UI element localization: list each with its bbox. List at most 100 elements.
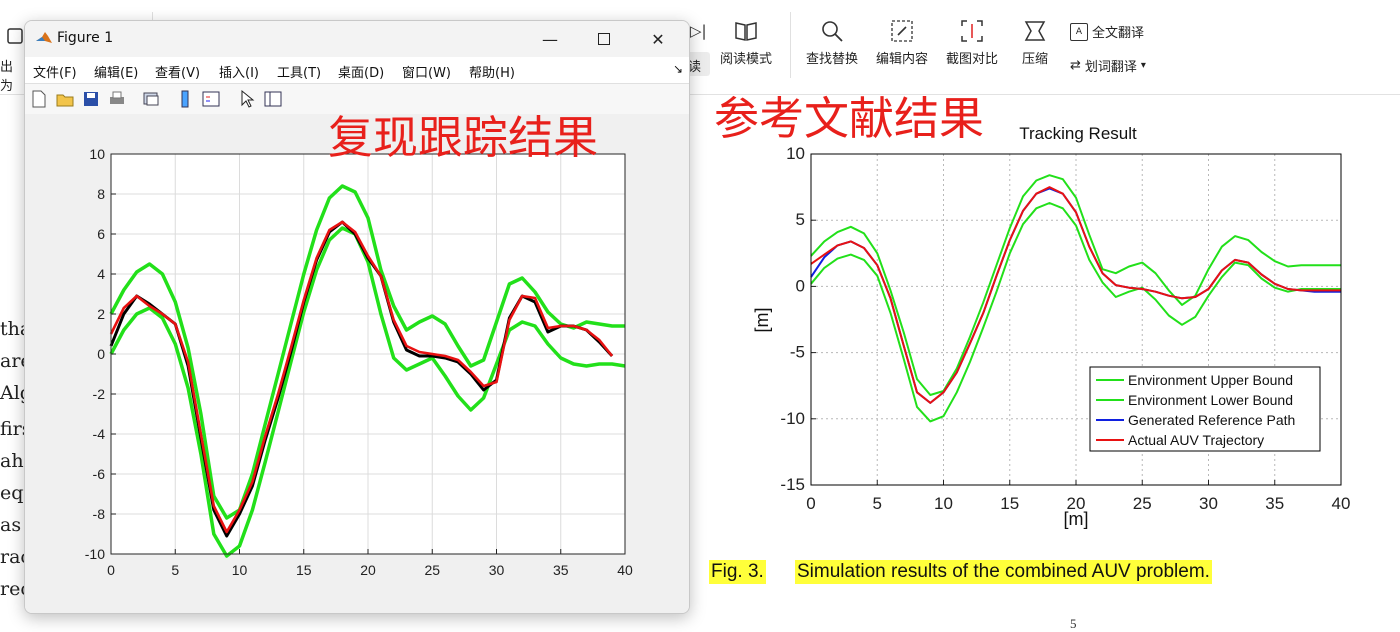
x-tick-label: 20 xyxy=(360,562,376,578)
figure-caption-text: Simulation results of the combined AUV p… xyxy=(795,560,1212,584)
full-translate-button[interactable]: A 全文翻译 xyxy=(1070,22,1144,41)
y-tick-label: -2 xyxy=(93,386,106,402)
menu-desktop[interactable]: 桌面(D) xyxy=(338,66,385,81)
figure-menubar: 文件(F) 编辑(E) 查看(V) 插入(I) 工具(T) 桌面(D) 窗口(W… xyxy=(25,57,689,83)
search-icon xyxy=(822,21,843,42)
edit-icon xyxy=(891,20,913,42)
series-line-1 xyxy=(109,226,626,558)
property-editor-icon[interactable] xyxy=(263,89,283,109)
y-tick-label: -8 xyxy=(93,506,106,522)
word-translate-icon: ⇄ xyxy=(1070,58,1081,73)
page-number: 5 xyxy=(1070,616,1077,631)
menu-edit[interactable]: 编辑(E) xyxy=(94,66,139,81)
find-replace-label: 查找替换 xyxy=(805,52,858,67)
doc-line: Alg xyxy=(0,382,32,404)
save-icon[interactable] xyxy=(81,89,101,109)
figure-caption-label: Fig. 3. xyxy=(709,560,766,584)
next-page-icon[interactable]: ▷| xyxy=(690,22,707,40)
ribbon-separator xyxy=(790,12,791,78)
y-tick-label: 10 xyxy=(786,144,805,163)
maximize-button[interactable] xyxy=(581,25,627,53)
compress-icon xyxy=(1024,21,1046,41)
screenshot-compare-button[interactable]: 截图对比 xyxy=(942,18,1002,67)
y-tick-label: 2 xyxy=(97,306,105,322)
doc-line: are xyxy=(0,350,32,372)
x-tick-label: 5 xyxy=(171,562,179,578)
menu-file[interactable]: 文件(F) xyxy=(33,66,77,81)
translate-icon: A xyxy=(1070,22,1088,41)
y-tick-label: -15 xyxy=(780,475,805,494)
word-translate-button[interactable]: ⇄ 划词翻译 ▾ xyxy=(1070,56,1146,75)
open-file-icon[interactable] xyxy=(55,89,75,109)
legend-entry: Environment Upper Bound xyxy=(1128,372,1293,388)
doc-line: rac xyxy=(0,546,32,568)
menu-window[interactable]: 窗口(W) xyxy=(402,66,451,81)
doc-line: rec xyxy=(0,578,31,600)
x-tick-label: 15 xyxy=(296,562,312,578)
reference-result-label: 参考文献结果 xyxy=(714,92,985,145)
full-translate-label: 全文翻译 xyxy=(1092,26,1145,41)
y-tick-label: -10 xyxy=(780,409,805,428)
figure-toolbar xyxy=(25,83,689,115)
menu-insert[interactable]: 插入(I) xyxy=(219,66,259,81)
menu-view[interactable]: 查看(V) xyxy=(155,66,201,81)
y-tick-label: 6 xyxy=(97,226,105,242)
left-ribbon-label: 出为 xyxy=(0,60,14,94)
figure-window[interactable]: Figure 1 — ✕ 文件(F) 编辑(E) 查看(V) 插入(I) 工具(… xyxy=(24,20,690,614)
chart-legend: Environment Upper Bound Environment Lowe… xyxy=(1089,366,1321,452)
x-tick-label: 25 xyxy=(424,562,440,578)
x-tick-label: 0 xyxy=(107,562,115,578)
window-title: Figure 1 xyxy=(57,30,114,46)
legend-entry: Generated Reference Path xyxy=(1128,412,1295,428)
y-tick-label: 8 xyxy=(97,186,105,202)
figure-plot-area: 0 5 10 15 20 25 30 35 40 -10 -8 -6 -4 -2 0 2 4 6 8 10 xyxy=(25,114,689,613)
menu-tools[interactable]: 工具(T) xyxy=(277,66,322,81)
edit-content-button[interactable]: 编辑内容 xyxy=(872,18,932,67)
menu-help[interactable]: 帮助(H) xyxy=(469,66,515,81)
compress-button[interactable]: 压缩 xyxy=(1012,18,1058,67)
link-plot-icon[interactable] xyxy=(141,89,161,109)
legend-icon[interactable] xyxy=(201,89,221,109)
y-axis-label: [m] xyxy=(752,308,772,333)
screenshot-compare-icon xyxy=(961,20,983,42)
chart-title: Tracking Result xyxy=(1019,124,1137,143)
find-replace-button[interactable]: 查找替换 xyxy=(802,18,862,67)
legend-entry: Actual AUV Trajectory xyxy=(1128,432,1264,448)
undock-icon[interactable]: ↘ xyxy=(673,62,684,76)
y-tick-label: 0 xyxy=(796,276,805,295)
y-tick-label: 5 xyxy=(796,210,805,229)
x-axis-label: [m] xyxy=(1064,509,1089,529)
pointer-icon[interactable] xyxy=(237,89,257,109)
minimize-icon: — xyxy=(542,29,558,49)
series-line-1 xyxy=(810,202,1341,423)
reproduced-result-label: 复现跟踪结果 xyxy=(328,111,599,164)
left-ribbon-item[interactable]: 出为 xyxy=(0,20,24,94)
close-icon: ✕ xyxy=(651,29,665,49)
reading-mode-button[interactable]: 阅读模式 xyxy=(716,18,776,67)
read-tab-label: 读 xyxy=(688,60,702,75)
maximize-icon xyxy=(598,33,610,45)
x-tick-label: 0 xyxy=(806,494,815,513)
legend-entry: Environment Lower Bound xyxy=(1128,392,1293,408)
minimize-button[interactable]: — xyxy=(527,25,573,53)
series-line-0 xyxy=(109,184,625,520)
doc-line: tha xyxy=(0,318,32,340)
y-tick-label: -6 xyxy=(93,466,106,482)
screenshot-compare-label: 截图对比 xyxy=(945,52,998,67)
colorbar-icon[interactable] xyxy=(175,89,195,109)
print-icon[interactable] xyxy=(107,89,127,109)
series-line-3 xyxy=(109,220,614,534)
book-icon xyxy=(735,22,757,41)
new-figure-icon[interactable] xyxy=(29,89,49,109)
compress-label: 压缩 xyxy=(1021,52,1048,67)
y-tick-label: -4 xyxy=(93,426,106,442)
y-tick-label: 4 xyxy=(97,266,105,282)
close-button[interactable]: ✕ xyxy=(635,25,681,53)
x-tick-label: 10 xyxy=(232,562,248,578)
y-tick-label: 10 xyxy=(89,146,105,162)
doc-line: as xyxy=(0,514,22,536)
x-tick-label: 40 xyxy=(617,562,633,578)
reference-tracking-chart: Tracking Result 0 5 10 15 20 25 30 35 40 -15 -10 -5… xyxy=(752,124,1350,529)
x-tick-label: 30 xyxy=(489,562,505,578)
window-titlebar[interactable]: Figure 1 — ✕ xyxy=(25,21,689,57)
